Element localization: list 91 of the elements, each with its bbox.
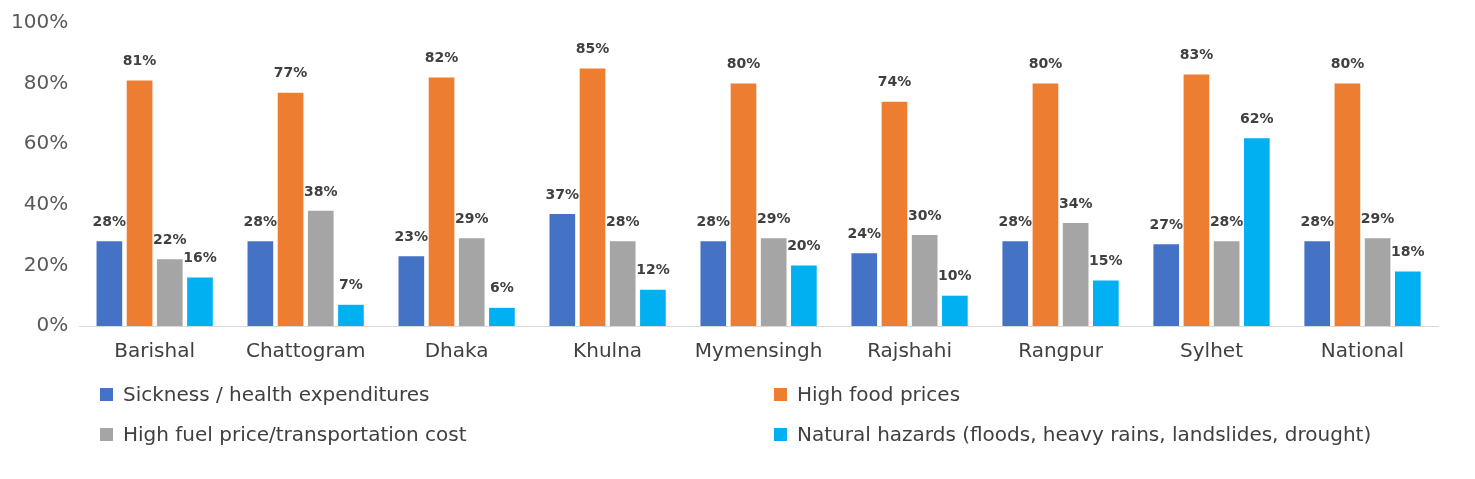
y-tick-label: 0% bbox=[36, 312, 69, 337]
data-label: 28% bbox=[998, 212, 1033, 229]
data-label: 23% bbox=[394, 227, 429, 244]
y-tick-label: 40% bbox=[23, 191, 69, 215]
bar bbox=[579, 68, 606, 326]
data-label: 80% bbox=[1028, 55, 1063, 72]
bar bbox=[1364, 238, 1391, 326]
data-label: 16% bbox=[183, 249, 217, 266]
bar bbox=[881, 101, 908, 326]
data-label: 28% bbox=[243, 212, 278, 229]
x-tick-label: Mymensingh bbox=[694, 338, 823, 363]
bar bbox=[338, 304, 364, 326]
legend-label: Natural hazards (floods, heavy rains, landslides, drought) bbox=[797, 422, 1372, 446]
data-label: 6% bbox=[490, 279, 514, 296]
data-label: 28% bbox=[696, 212, 731, 229]
x-tick-label: Rajshahi bbox=[867, 338, 952, 363]
bar bbox=[398, 256, 425, 326]
bar bbox=[851, 253, 878, 326]
bar bbox=[489, 307, 515, 326]
data-label: 82% bbox=[424, 49, 459, 66]
legend-label: High food prices bbox=[797, 382, 961, 406]
data-label: 34% bbox=[1058, 194, 1093, 211]
data-label: 24% bbox=[847, 224, 882, 241]
bar bbox=[1093, 280, 1119, 326]
data-label: 85% bbox=[575, 40, 610, 57]
bar bbox=[640, 289, 666, 326]
x-tick-label: Dhaka bbox=[424, 338, 489, 363]
bar bbox=[700, 241, 727, 326]
data-label: 81% bbox=[122, 52, 157, 69]
data-label: 37% bbox=[545, 185, 580, 202]
data-label: 7% bbox=[339, 276, 363, 293]
x-tick-label: Khulna bbox=[573, 338, 643, 363]
data-label: 10% bbox=[938, 267, 972, 284]
bar bbox=[911, 235, 938, 326]
bar bbox=[1002, 241, 1029, 326]
bar bbox=[307, 210, 334, 326]
bar bbox=[730, 83, 757, 326]
bar bbox=[156, 259, 183, 326]
data-label: 29% bbox=[1360, 209, 1395, 226]
bar bbox=[458, 238, 485, 326]
x-tick-label: National bbox=[1320, 338, 1405, 363]
legend-label: Sickness / health expenditures bbox=[123, 382, 430, 406]
bar bbox=[96, 241, 123, 326]
legend-label: High fuel price/transportation cost bbox=[123, 422, 467, 446]
bar bbox=[187, 277, 213, 326]
data-label: 83% bbox=[1179, 46, 1214, 63]
x-tick-label: Chattogram bbox=[245, 338, 366, 363]
y-tick-label: 80% bbox=[23, 69, 69, 94]
bar bbox=[126, 80, 153, 326]
data-label: 29% bbox=[454, 209, 489, 226]
data-label: 12% bbox=[636, 261, 670, 278]
x-tick-label: Barishal bbox=[114, 338, 195, 363]
bar bbox=[760, 238, 787, 326]
data-label: 28% bbox=[1209, 212, 1244, 229]
bar bbox=[1153, 244, 1180, 326]
bar bbox=[277, 92, 304, 326]
x-tick-label: Sylhet bbox=[1180, 338, 1244, 363]
data-label: 29% bbox=[756, 209, 791, 226]
bar bbox=[942, 295, 968, 326]
data-label: 80% bbox=[726, 55, 761, 72]
bar bbox=[1213, 241, 1240, 326]
data-label: 18% bbox=[1391, 243, 1425, 260]
bar bbox=[549, 213, 576, 326]
data-label: 20% bbox=[787, 237, 821, 254]
data-label: 74% bbox=[877, 73, 912, 90]
data-label: 15% bbox=[1089, 252, 1123, 269]
y-tick-label: 60% bbox=[23, 130, 69, 155]
bar bbox=[1032, 83, 1059, 326]
data-label: 28% bbox=[92, 212, 127, 229]
bar bbox=[1394, 271, 1421, 326]
data-label: 62% bbox=[1240, 109, 1274, 126]
bar bbox=[1304, 241, 1331, 326]
data-label: 38% bbox=[303, 182, 338, 199]
bar bbox=[1334, 83, 1361, 326]
x-tick-label: Rangpur bbox=[1018, 338, 1104, 363]
data-label: 22% bbox=[153, 230, 187, 247]
data-label: 28% bbox=[605, 212, 640, 229]
bar bbox=[1183, 74, 1210, 326]
data-label: 77% bbox=[273, 64, 308, 81]
data-label: 80% bbox=[1330, 55, 1365, 72]
bar bbox=[428, 77, 455, 326]
bar bbox=[609, 241, 636, 326]
y-tick-label: 20% bbox=[23, 251, 69, 276]
bar bbox=[1062, 222, 1089, 326]
data-label: 30% bbox=[907, 206, 942, 223]
bar bbox=[247, 241, 274, 326]
y-tick-label: 100% bbox=[10, 9, 69, 34]
data-label: 28% bbox=[1300, 212, 1334, 229]
bar bbox=[791, 265, 817, 326]
data-label: 27% bbox=[1149, 215, 1183, 232]
bar bbox=[1243, 138, 1270, 326]
